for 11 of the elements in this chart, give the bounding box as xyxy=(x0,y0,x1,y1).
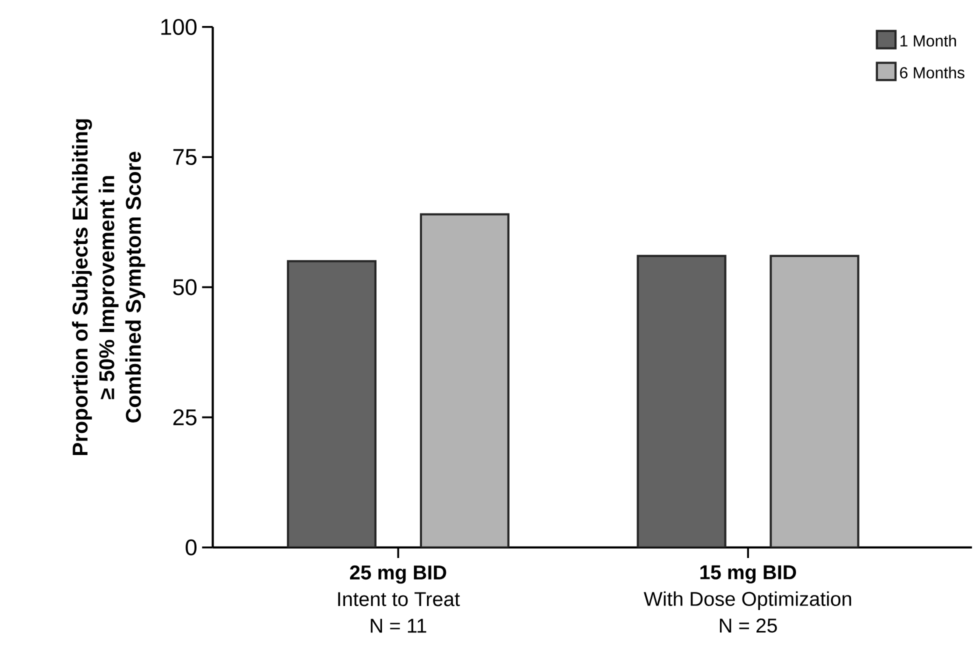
bar xyxy=(420,213,510,548)
y-tick-label: 50 xyxy=(173,279,197,296)
y-tick-label: 0 xyxy=(186,539,197,556)
x-tick-label: 15 mg BID With Dose Optimization N = 25 xyxy=(644,565,852,633)
legend-label: 6 Months xyxy=(900,66,964,78)
y-tick-label: 100 xyxy=(161,18,197,35)
legend-label: 1 Month xyxy=(900,34,956,46)
y-tick-label: 75 xyxy=(173,149,196,165)
y-axis-title: Proportion of Subjects Exhibiting ≥ 50% Improvement in Combined Symptom Score xyxy=(72,119,146,455)
y-tick-label: 25 xyxy=(173,409,196,426)
x-tick-label: 25 mg BID Intent to Treat N = 11 xyxy=(338,565,460,633)
